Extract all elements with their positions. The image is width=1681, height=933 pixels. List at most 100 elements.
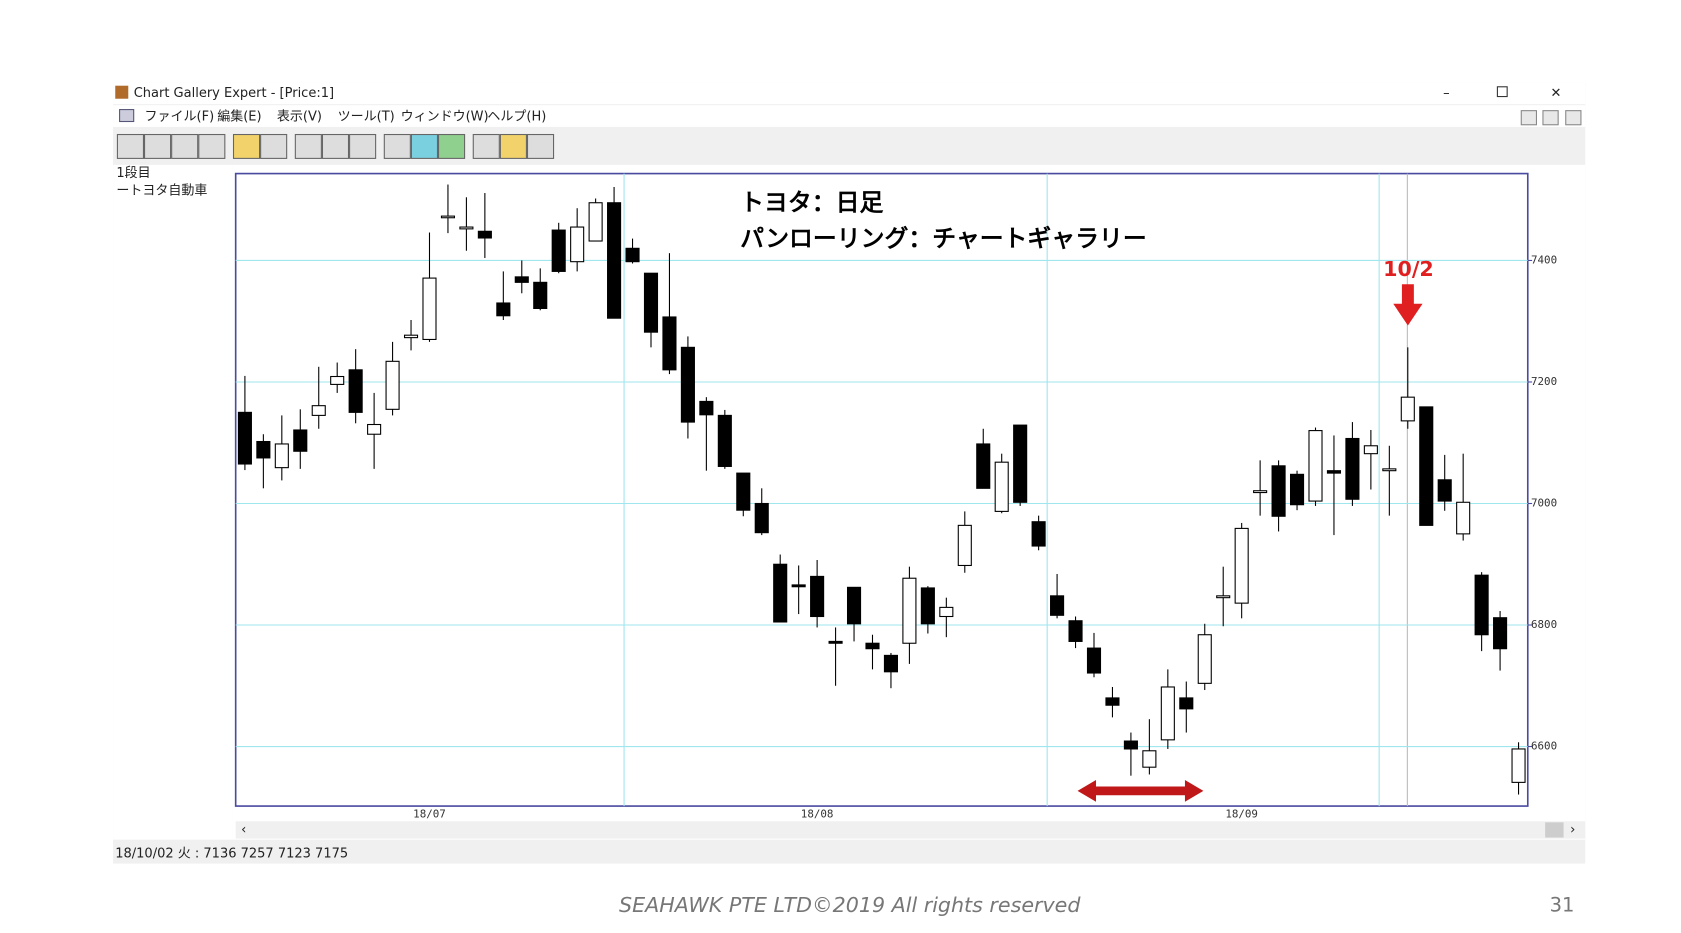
y-tick-label: 6800 — [1531, 618, 1557, 631]
candle-body — [1474, 574, 1489, 636]
candle-body — [754, 502, 769, 534]
candle-body — [865, 642, 880, 650]
candle-body — [1345, 437, 1360, 500]
candle-body — [828, 640, 843, 644]
candle-body — [1013, 424, 1028, 503]
menu-item[interactable]: 表示(V) — [277, 110, 322, 125]
candle-body — [791, 584, 806, 588]
tool-button[interactable] — [410, 133, 439, 159]
tool-button[interactable] — [499, 133, 527, 159]
menu-item[interactable]: ヘルプ(H) — [487, 110, 546, 125]
doc-icon — [119, 109, 135, 123]
tool-button[interactable] — [438, 133, 466, 159]
candle-body — [920, 587, 935, 625]
candle-body — [293, 429, 308, 452]
candle-body — [440, 215, 456, 219]
candle-body — [477, 230, 492, 239]
tool-button[interactable] — [383, 133, 411, 159]
tool-button[interactable] — [472, 133, 500, 159]
minimize-button[interactable]: – — [1443, 86, 1450, 101]
tool-button[interactable] — [171, 133, 199, 159]
candle-body — [1031, 521, 1046, 547]
candle-body — [533, 281, 548, 310]
candle-body — [1456, 501, 1471, 535]
period-separators — [623, 173, 1380, 807]
mdi-buttons — [1520, 110, 1582, 126]
candle-body — [422, 277, 437, 340]
candle-body — [902, 577, 917, 644]
scroll-left[interactable]: ‹ — [241, 822, 246, 837]
x-tick-label: 18/08 — [801, 808, 834, 821]
candle-body — [274, 443, 289, 469]
candle-body — [1289, 473, 1305, 506]
candle-body — [1437, 479, 1452, 502]
tool-button[interactable] — [526, 133, 555, 159]
candles: 6600 6800 7000 7200 7400 18/07 18/08 18/09 — [235, 184, 1557, 821]
tool-button[interactable] — [116, 133, 145, 159]
candle-body — [939, 606, 954, 618]
candle-body — [773, 563, 788, 623]
candle-body — [256, 440, 271, 459]
window-title: Chart Gallery Expert - [Price:1] — [134, 86, 334, 101]
candle-body — [625, 247, 640, 263]
tool-button[interactable] — [198, 133, 226, 159]
candle-body — [717, 414, 732, 467]
chart-title: トヨタ：日足 — [740, 188, 883, 216]
candle-body — [311, 405, 326, 416]
range-arrow — [1077, 780, 1204, 802]
tool-button[interactable] — [232, 133, 261, 159]
candle-body — [846, 586, 862, 625]
side-panel — [113, 164, 233, 840]
tool-button[interactable] — [321, 133, 350, 159]
tool-button[interactable] — [294, 133, 322, 159]
candle-body — [699, 400, 714, 416]
menu-item[interactable]: ツール(T) — [338, 110, 395, 125]
close-button[interactable]: ✕ — [1551, 86, 1562, 101]
candle-body — [994, 461, 1009, 512]
candle-body — [514, 276, 529, 283]
candle-body — [607, 202, 622, 319]
candle-body — [1123, 740, 1138, 750]
candle-body — [1068, 620, 1083, 642]
candle-body — [1234, 527, 1249, 604]
x-tick-label: 18/07 — [413, 808, 446, 821]
mdi-restore[interactable] — [1542, 110, 1559, 126]
scroll-right[interactable]: › — [1570, 822, 1575, 837]
tool-button[interactable] — [144, 133, 172, 159]
candle-body — [403, 334, 419, 339]
candle-body — [348, 369, 363, 413]
scroll-thumb[interactable] — [1545, 822, 1564, 838]
candle-body — [1142, 750, 1157, 768]
status-bar: 18/10/02 火 : 7136 7257 7123 7175 — [115, 846, 348, 861]
menu-item[interactable]: ファイル(F) — [145, 110, 215, 125]
tool-button[interactable] — [349, 133, 377, 159]
candle-body — [1216, 595, 1231, 599]
candle-body — [1382, 468, 1397, 472]
candle-body — [1326, 470, 1342, 474]
candle-body — [680, 346, 695, 423]
x-tick-label: 18/09 — [1225, 808, 1258, 821]
candle-body — [459, 226, 474, 230]
scrollbar[interactable] — [235, 821, 1586, 839]
tool-button[interactable] — [260, 133, 288, 159]
y-tick-label: 7200 — [1531, 375, 1557, 388]
candle-body — [1271, 465, 1286, 517]
candle-body — [1363, 445, 1378, 455]
annotation: 10/2 — [1383, 257, 1434, 281]
y-tick-label: 6600 — [1531, 740, 1557, 753]
mdi-close[interactable] — [1565, 110, 1582, 126]
candle-body — [367, 423, 382, 435]
restore-button[interactable] — [1496, 86, 1508, 98]
candle-body — [1400, 396, 1415, 422]
panel-label: 1段目 — [116, 166, 150, 181]
mdi-minimize[interactable] — [1520, 110, 1537, 126]
menu-item[interactable]: ウィンドウ(W) — [401, 110, 489, 125]
candle-body — [1419, 406, 1434, 526]
candle-body — [1308, 430, 1323, 502]
candle-body — [976, 443, 991, 489]
annotation-arrow — [1393, 284, 1423, 326]
candle-body — [1511, 748, 1526, 783]
candle-body — [570, 226, 585, 263]
app-icon — [115, 85, 129, 99]
menu-item[interactable]: 編集(E) — [217, 109, 261, 125]
